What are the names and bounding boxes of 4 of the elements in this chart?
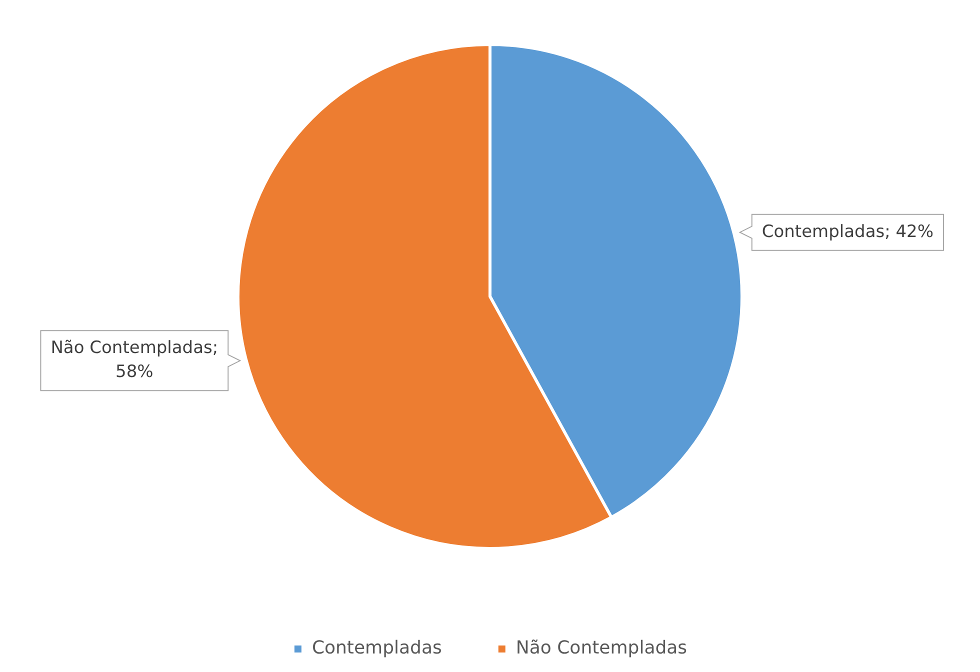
- legend-label: Não Contempladas: [516, 638, 688, 659]
- data-label: Contempladas; 42%: [762, 222, 934, 242]
- data-label: Não Contempladas; 58%: [50, 338, 218, 382]
- legend-label: Contempladas: [312, 638, 442, 659]
